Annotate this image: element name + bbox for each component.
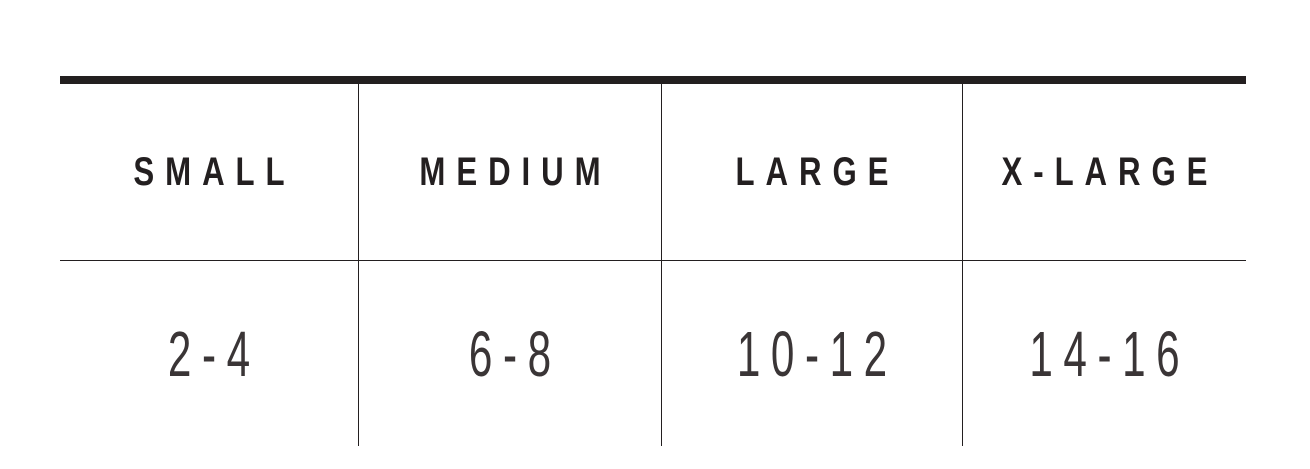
column-divider	[358, 84, 359, 446]
value-small: 2-4	[167, 317, 261, 390]
column-divider	[661, 84, 662, 446]
header-large: LARGE	[735, 149, 900, 194]
table-top-rule	[60, 76, 1246, 84]
column-divider	[962, 84, 963, 446]
value-x-large: 14-16	[1029, 317, 1191, 390]
header-x-large: X-LARGE	[1001, 149, 1219, 194]
header-small: SMALL	[133, 149, 296, 194]
header-medium: MEDIUM	[419, 149, 612, 194]
value-medium: 6-8	[468, 317, 562, 390]
value-large: 10-12	[736, 317, 898, 390]
size-chart-table: SMALL MEDIUM LARGE X-LARGE 2-4 6-8 10-12…	[60, 76, 1246, 446]
row-divider	[60, 260, 1246, 261]
